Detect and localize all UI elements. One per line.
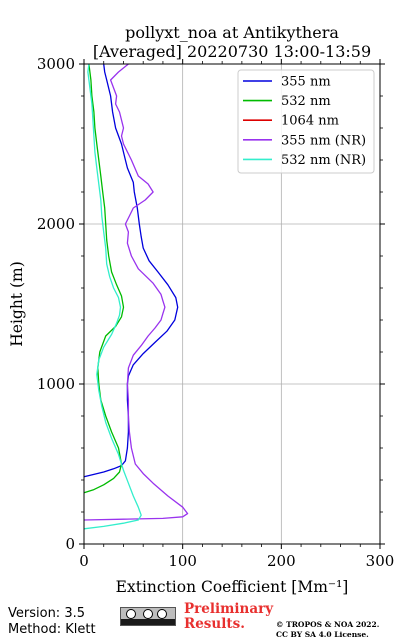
preliminary-line1: Preliminary: [184, 601, 274, 617]
legend-label-355-nm: 355 nm: [281, 75, 331, 90]
series-line-532-nm-nr: [83, 63, 142, 530]
x-tick-label: 300: [366, 552, 395, 570]
legend-label-532-nm-nr: 532 nm (NR): [281, 153, 366, 168]
copyright-notice: © TROPOS & NOA 2022. CC BY SA 4.0 Licens…: [276, 620, 379, 639]
x-axis-label: Extinction Coefficient [Mm⁻¹]: [116, 578, 349, 596]
preliminary-line2: Results.: [184, 616, 245, 632]
sa-icon: [157, 609, 167, 619]
version-text: Version: 3.5: [8, 606, 85, 621]
y-tick-label: 0: [65, 535, 75, 553]
x-tick-label: 0: [79, 552, 89, 570]
preliminary-results-note: Preliminary Results.: [184, 602, 273, 632]
legend-label-1064-nm: 1064 nm: [281, 114, 339, 129]
series-lines: [83, 63, 189, 530]
legend-label-532-nm: 532 nm: [281, 94, 331, 109]
x-tick-label: 100: [168, 552, 197, 570]
legend-box: [237, 69, 375, 174]
y-tick-label: 3000: [37, 55, 75, 73]
version-info: Version: 3.5 Method: Klett: [8, 606, 96, 638]
legend: 355 nm 532 nm 1064 nm 355 nm (NR) 532 nm (NR…: [237, 69, 375, 174]
y-tick-label: 2000: [37, 215, 75, 233]
by-icon: [143, 609, 153, 619]
y-axis-label: Height (m): [8, 261, 26, 347]
copyright-line2: CC BY SA 4.0 License.: [276, 629, 369, 639]
cc-by-sa-icon: [120, 607, 176, 626]
legend-label-355-nm-nr: 355 nm (NR): [281, 133, 366, 148]
chart-title-line2: [Averaged] 20220730 13:00-13:59: [93, 42, 371, 61]
series-line-532-nm: [83, 63, 125, 494]
series-line-355-nm-nr: [83, 63, 189, 521]
y-tick-label: 1000: [37, 375, 75, 393]
plot-frame: [83, 63, 381, 545]
cc-icon: [126, 609, 136, 619]
copyright-line1: © TROPOS & NOA 2022.: [276, 620, 380, 629]
x-tick-label: 200: [267, 552, 296, 570]
chart-title-line1: pollyxt_noa at Antikythera: [125, 23, 339, 42]
series-line-355-nm: [83, 63, 179, 478]
method-text: Method: Klett: [8, 622, 96, 637]
